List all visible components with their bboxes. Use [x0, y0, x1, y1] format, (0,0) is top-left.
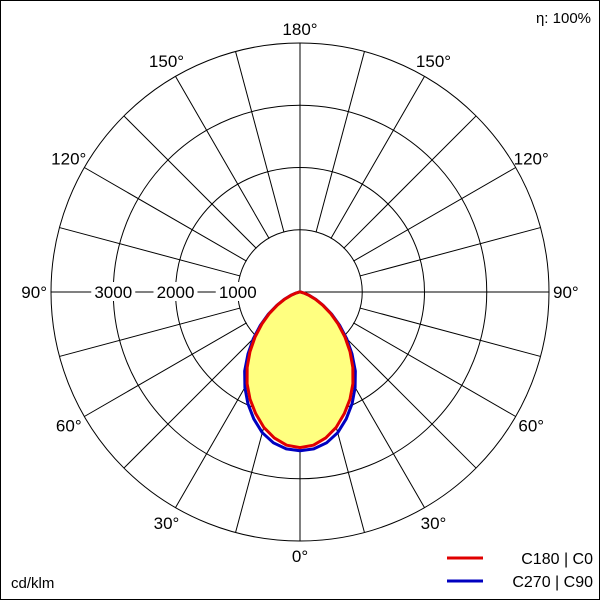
grid-spoke-165: [315, 51, 365, 233]
angle-labels: 0° 30° 60° 90° 120° 150° 180° 30° 60° 90° 120° 150°: [21, 20, 578, 566]
radial-tick-label-3000: 3000: [94, 283, 132, 302]
angle-label-right-0: 0°: [292, 547, 308, 566]
legend: C180 | C0 C270 | C90: [447, 551, 593, 591]
angle-label-left-30: 30°: [154, 514, 180, 533]
grid-spoke-300: [84, 322, 247, 417]
angle-label-right-180: 180°: [282, 20, 317, 39]
grid-spoke-135: [343, 115, 477, 249]
angle-label-right-120: 120°: [514, 150, 549, 169]
grid-spoke-315: [123, 335, 257, 469]
angle-label-right-30: 30°: [421, 514, 447, 533]
curve-c180-c0: [245, 290, 355, 450]
radial-tick-bg-1000: [215, 282, 260, 301]
grid-spoke-195: [235, 51, 285, 233]
grid-spoke-75: [359, 307, 541, 357]
angle-label-right-60: 60°: [518, 417, 544, 436]
grid-spoke-240: [84, 167, 247, 262]
grid-spoke-105: [359, 227, 541, 277]
grid-spoke-285: [59, 307, 241, 357]
legend-label-c180-c0: C180 | C0: [521, 551, 593, 568]
grid-spoke-120: [353, 167, 516, 262]
distribution-fill: [247, 292, 353, 448]
distribution-curves: [243, 290, 357, 453]
radial-tick-label-2000: 2000: [157, 283, 195, 302]
angle-label-right-150: 150°: [416, 52, 451, 71]
grid-spoke-225: [123, 115, 257, 249]
radial-tick-bg-3000: [91, 282, 136, 301]
grid-spoke-255: [59, 227, 241, 277]
unit-label: cd/klm: [11, 575, 54, 592]
grid-spoke-45: [343, 335, 477, 469]
angle-label-left-120: 120°: [51, 150, 86, 169]
grid-spoke-150: [330, 76, 425, 239]
angle-label-left-90: 90°: [21, 283, 47, 302]
angle-label-right-90: 90°: [553, 283, 579, 302]
efficiency-label: η: 100%: [536, 10, 591, 27]
grid-spoke-210: [175, 76, 270, 239]
radial-tick-label-1000: 1000: [219, 283, 257, 302]
grid-spoke-60: [353, 322, 516, 417]
radial-tick-bg-2000: [153, 282, 198, 301]
angle-label-left-60: 60°: [56, 417, 82, 436]
angle-label-left-150: 150°: [149, 52, 184, 71]
radial-tick-labels: 1000 2000 3000: [91, 282, 260, 302]
fill-area: [247, 292, 353, 448]
legend-label-c270-c90: C270 | C90: [512, 574, 593, 591]
